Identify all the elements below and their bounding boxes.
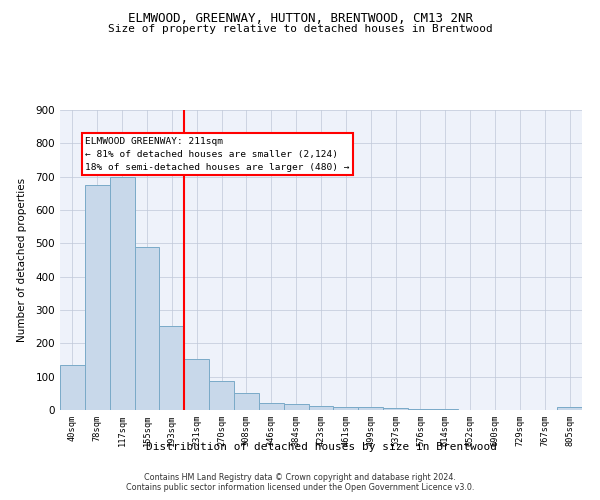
Bar xyxy=(85,185,110,410)
Text: ELMWOOD GREENWAY: 211sqm
← 81% of detached houses are smaller (2,124)
18% of sem: ELMWOOD GREENWAY: 211sqm ← 81% of detach… xyxy=(85,136,349,172)
Bar xyxy=(259,402,284,410)
Bar xyxy=(334,406,358,410)
Bar xyxy=(234,394,259,410)
Bar xyxy=(358,406,383,410)
Y-axis label: Number of detached properties: Number of detached properties xyxy=(17,178,27,342)
Text: ELMWOOD, GREENWAY, HUTTON, BRENTWOOD, CM13 2NR: ELMWOOD, GREENWAY, HUTTON, BRENTWOOD, CM… xyxy=(128,12,473,26)
Bar xyxy=(408,409,433,410)
Bar xyxy=(184,360,209,410)
Bar xyxy=(383,408,408,410)
Bar xyxy=(60,365,85,410)
Text: Contains public sector information licensed under the Open Government Licence v3: Contains public sector information licen… xyxy=(126,484,474,492)
Bar xyxy=(557,408,582,410)
Text: Distribution of detached houses by size in Brentwood: Distribution of detached houses by size … xyxy=(146,442,497,452)
Text: Size of property relative to detached houses in Brentwood: Size of property relative to detached ho… xyxy=(107,24,493,34)
Bar xyxy=(209,380,234,410)
Bar xyxy=(308,406,334,410)
Text: Contains HM Land Registry data © Crown copyright and database right 2024.: Contains HM Land Registry data © Crown c… xyxy=(144,472,456,482)
Bar xyxy=(134,246,160,410)
Bar xyxy=(284,404,308,410)
Bar xyxy=(160,326,184,410)
Bar xyxy=(110,176,134,410)
